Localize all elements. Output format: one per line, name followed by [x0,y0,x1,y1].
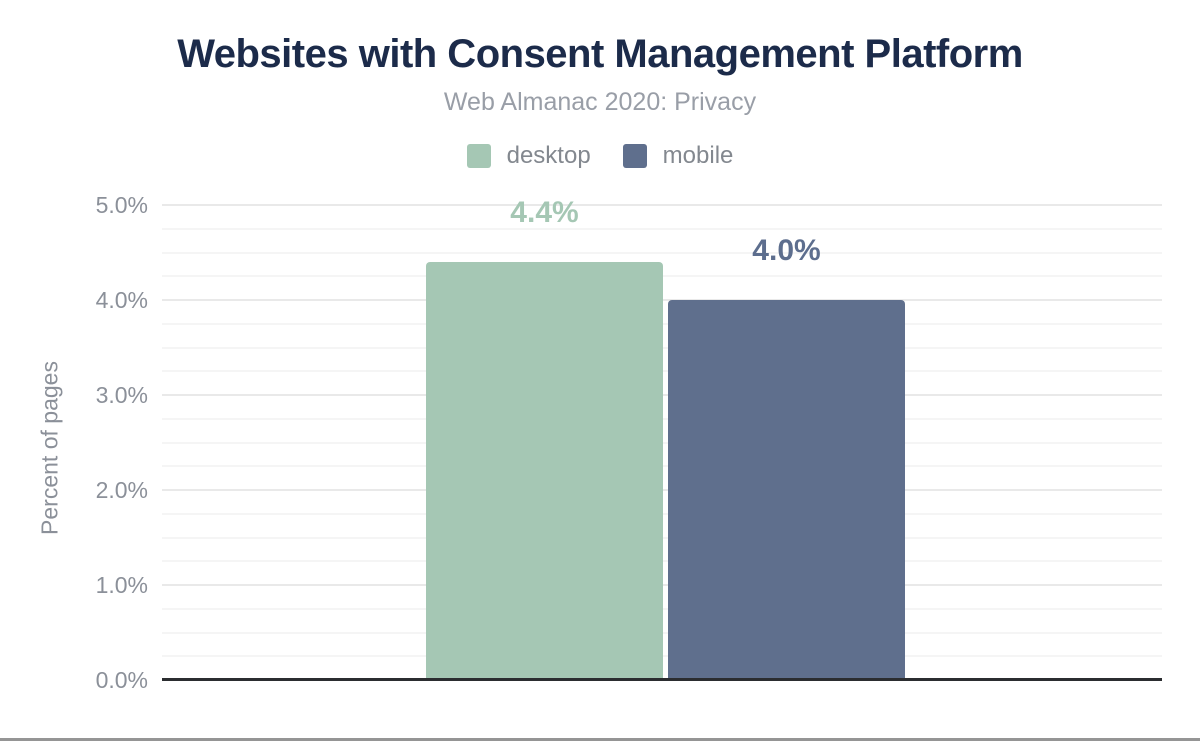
desktop-swatch-icon [466,144,491,168]
chart-title: Websites with Consent Management Platfor… [177,32,1023,76]
bar-desktop[interactable] [426,262,663,680]
plot-area: 0.0% 1.0% 2.0% 3.0% 4.0% 5.0% 4.4% 4.0% [96,192,1162,693]
y-tick-label: 4.0% [95,287,148,313]
major-gridline [162,204,1162,206]
mobile-swatch-icon [622,144,647,168]
y-tick-label: 5.0% [95,192,148,218]
value-label-mobile: 4.0% [752,234,821,267]
legend-label-desktop: desktop [506,142,591,169]
y-tick-label: 1.0% [95,572,148,598]
legend-label-mobile: mobile [662,142,734,169]
x-axis-line [162,678,1162,681]
legend: desktop mobile [0,142,1200,170]
y-tick-label: 3.0% [95,382,148,408]
legend-item-desktop[interactable]: desktop [466,142,591,170]
legend-item-mobile[interactable]: mobile [622,142,734,170]
chart-subtitle: Web Almanac 2020: Privacy [443,88,757,116]
minor-gridline [162,227,1162,230]
bar-mobile[interactable] [668,300,905,680]
minor-gridline [162,251,1162,254]
y-tick-label: 0.0% [95,667,148,693]
bottom-divider [0,738,1200,741]
value-label-desktop: 4.4% [510,196,579,229]
y-tick-label: 2.0% [95,477,148,503]
